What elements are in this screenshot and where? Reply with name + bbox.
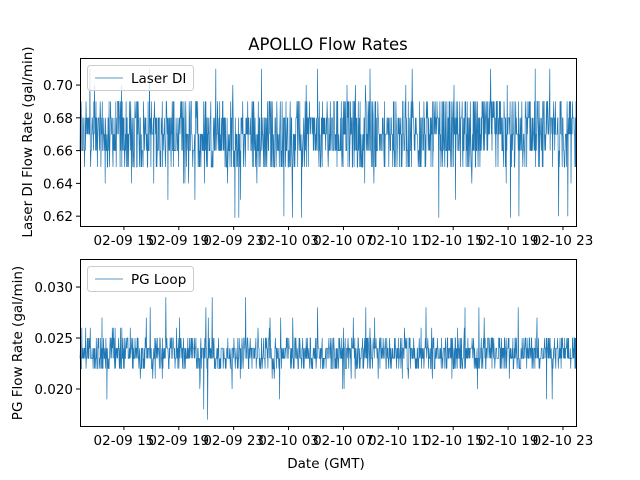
legend-label-laser-di: Laser DI (131, 71, 186, 87)
x-tick-label: 02-09 19 (148, 433, 209, 449)
y-tick-label: 0.68 (43, 111, 73, 127)
chart-title: APOLLO Flow Rates (248, 35, 408, 54)
y-ticks: 0.62 0.64 0.66 0.68 0.70 (43, 78, 80, 225)
x-tick-label: 02-10 11 (368, 233, 429, 249)
x-tick-label: 02-10 15 (423, 233, 484, 249)
y-tick-label: 0.020 (34, 382, 73, 398)
x-tick-label: 02-09 23 (203, 233, 264, 249)
x-tick-label: 02-10 15 (423, 433, 484, 449)
legend: Laser DI (87, 65, 194, 91)
x-tick-label: 02-09 15 (94, 233, 155, 249)
y-tick-label: 0.66 (43, 144, 73, 160)
pg-loop-series-line (79, 297, 577, 420)
x-tick-label: 02-10 03 (258, 433, 319, 449)
x-tick-label: 02-10 03 (258, 233, 319, 249)
y-axis-label: Laser DI Flow Rate (gal/min) (20, 46, 36, 237)
x-tick-label: 02-10 23 (533, 433, 594, 449)
x-tick-label: 02-10 11 (368, 433, 429, 449)
x-tick-label: 02-10 19 (478, 233, 539, 249)
y-tick-label: 0.025 (34, 331, 73, 347)
axes-frame (80, 259, 577, 427)
y-tick-label: 0.64 (43, 176, 73, 192)
x-tick-label: 02-10 23 (533, 233, 594, 249)
x-axis-label: Date (GMT) (287, 456, 364, 472)
y-axis-label: PG Flow Rate (gal/min) (10, 266, 26, 420)
legend: PG Loop (87, 266, 194, 292)
y-ticks: 0.020 0.025 0.030 (34, 280, 80, 398)
y-tick-label: 0.030 (34, 280, 73, 296)
x-tick-label: 02-10 07 (313, 433, 374, 449)
x-tick-label: 02-09 23 (203, 433, 264, 449)
y-tick-label: 0.62 (43, 209, 73, 225)
axes-frame (80, 58, 577, 227)
x-tick-label: 02-09 19 (148, 233, 209, 249)
laser-di-series-line (79, 68, 577, 218)
y-tick-label: 0.70 (43, 78, 73, 94)
x-tick-label: 02-09 15 (94, 433, 155, 449)
legend-label-pg-loop: PG Loop (131, 272, 186, 288)
x-tick-label: 02-10 19 (478, 433, 539, 449)
x-tick-label: 02-10 07 (313, 233, 374, 249)
